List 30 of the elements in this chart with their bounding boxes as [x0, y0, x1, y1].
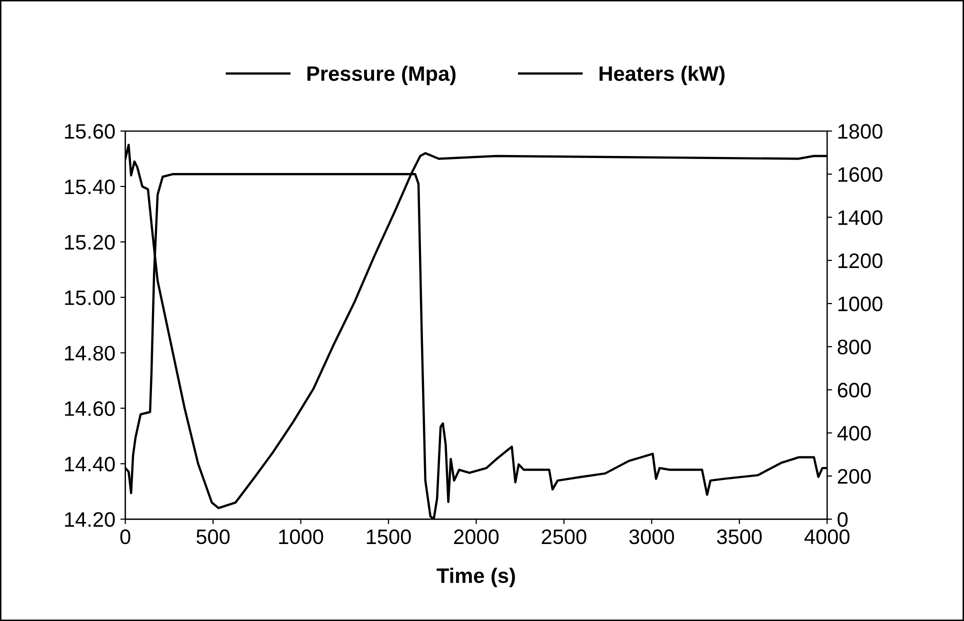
- x-tick-label: 500: [196, 529, 230, 544]
- y2-tick-label: 1000: [838, 296, 882, 312]
- y2-tick-label: 1800: [838, 124, 882, 139]
- x-tick-label: 0: [120, 529, 130, 544]
- y2-tick-label: 600: [838, 382, 871, 398]
- y2-tick-label: 1400: [838, 210, 882, 226]
- legend-label: Heaters (kW): [600, 66, 725, 86]
- x-tick-label: 1500: [366, 529, 411, 544]
- x-axis-title: Time (s): [436, 568, 515, 588]
- y2-tick-label: 0: [838, 512, 848, 527]
- y2-tick-label: 1200: [838, 253, 882, 268]
- x-tick-label: 4000: [804, 529, 850, 544]
- y-tick-label: 14.40: [65, 456, 115, 472]
- y-tick-label: 14.20: [65, 512, 115, 527]
- y-tick-label: 15.00: [65, 290, 115, 306]
- y-tick-label: 15.60: [65, 124, 115, 139]
- y-tick-label: 14.60: [65, 401, 115, 416]
- y2-tick-label: 800: [838, 340, 871, 354]
- y-tick-label: 15.40: [65, 179, 115, 194]
- y-tick-label: 14.80: [65, 346, 115, 361]
- x-tick-label: 3000: [629, 529, 674, 544]
- y-tick-label: 15.20: [65, 234, 115, 250]
- x-tick-label: 3500: [717, 529, 762, 544]
- x-tick-label: 2000: [454, 529, 499, 544]
- y2-tick-label: 1600: [838, 167, 882, 182]
- x-tick-label: 1000: [279, 529, 324, 544]
- x-tick-label: 2500: [542, 529, 586, 544]
- y2-tick-label: 200: [838, 469, 871, 484]
- y2-tick-label: 400: [837, 426, 871, 441]
- legend-label: Pressure (Mpa): [307, 66, 456, 86]
